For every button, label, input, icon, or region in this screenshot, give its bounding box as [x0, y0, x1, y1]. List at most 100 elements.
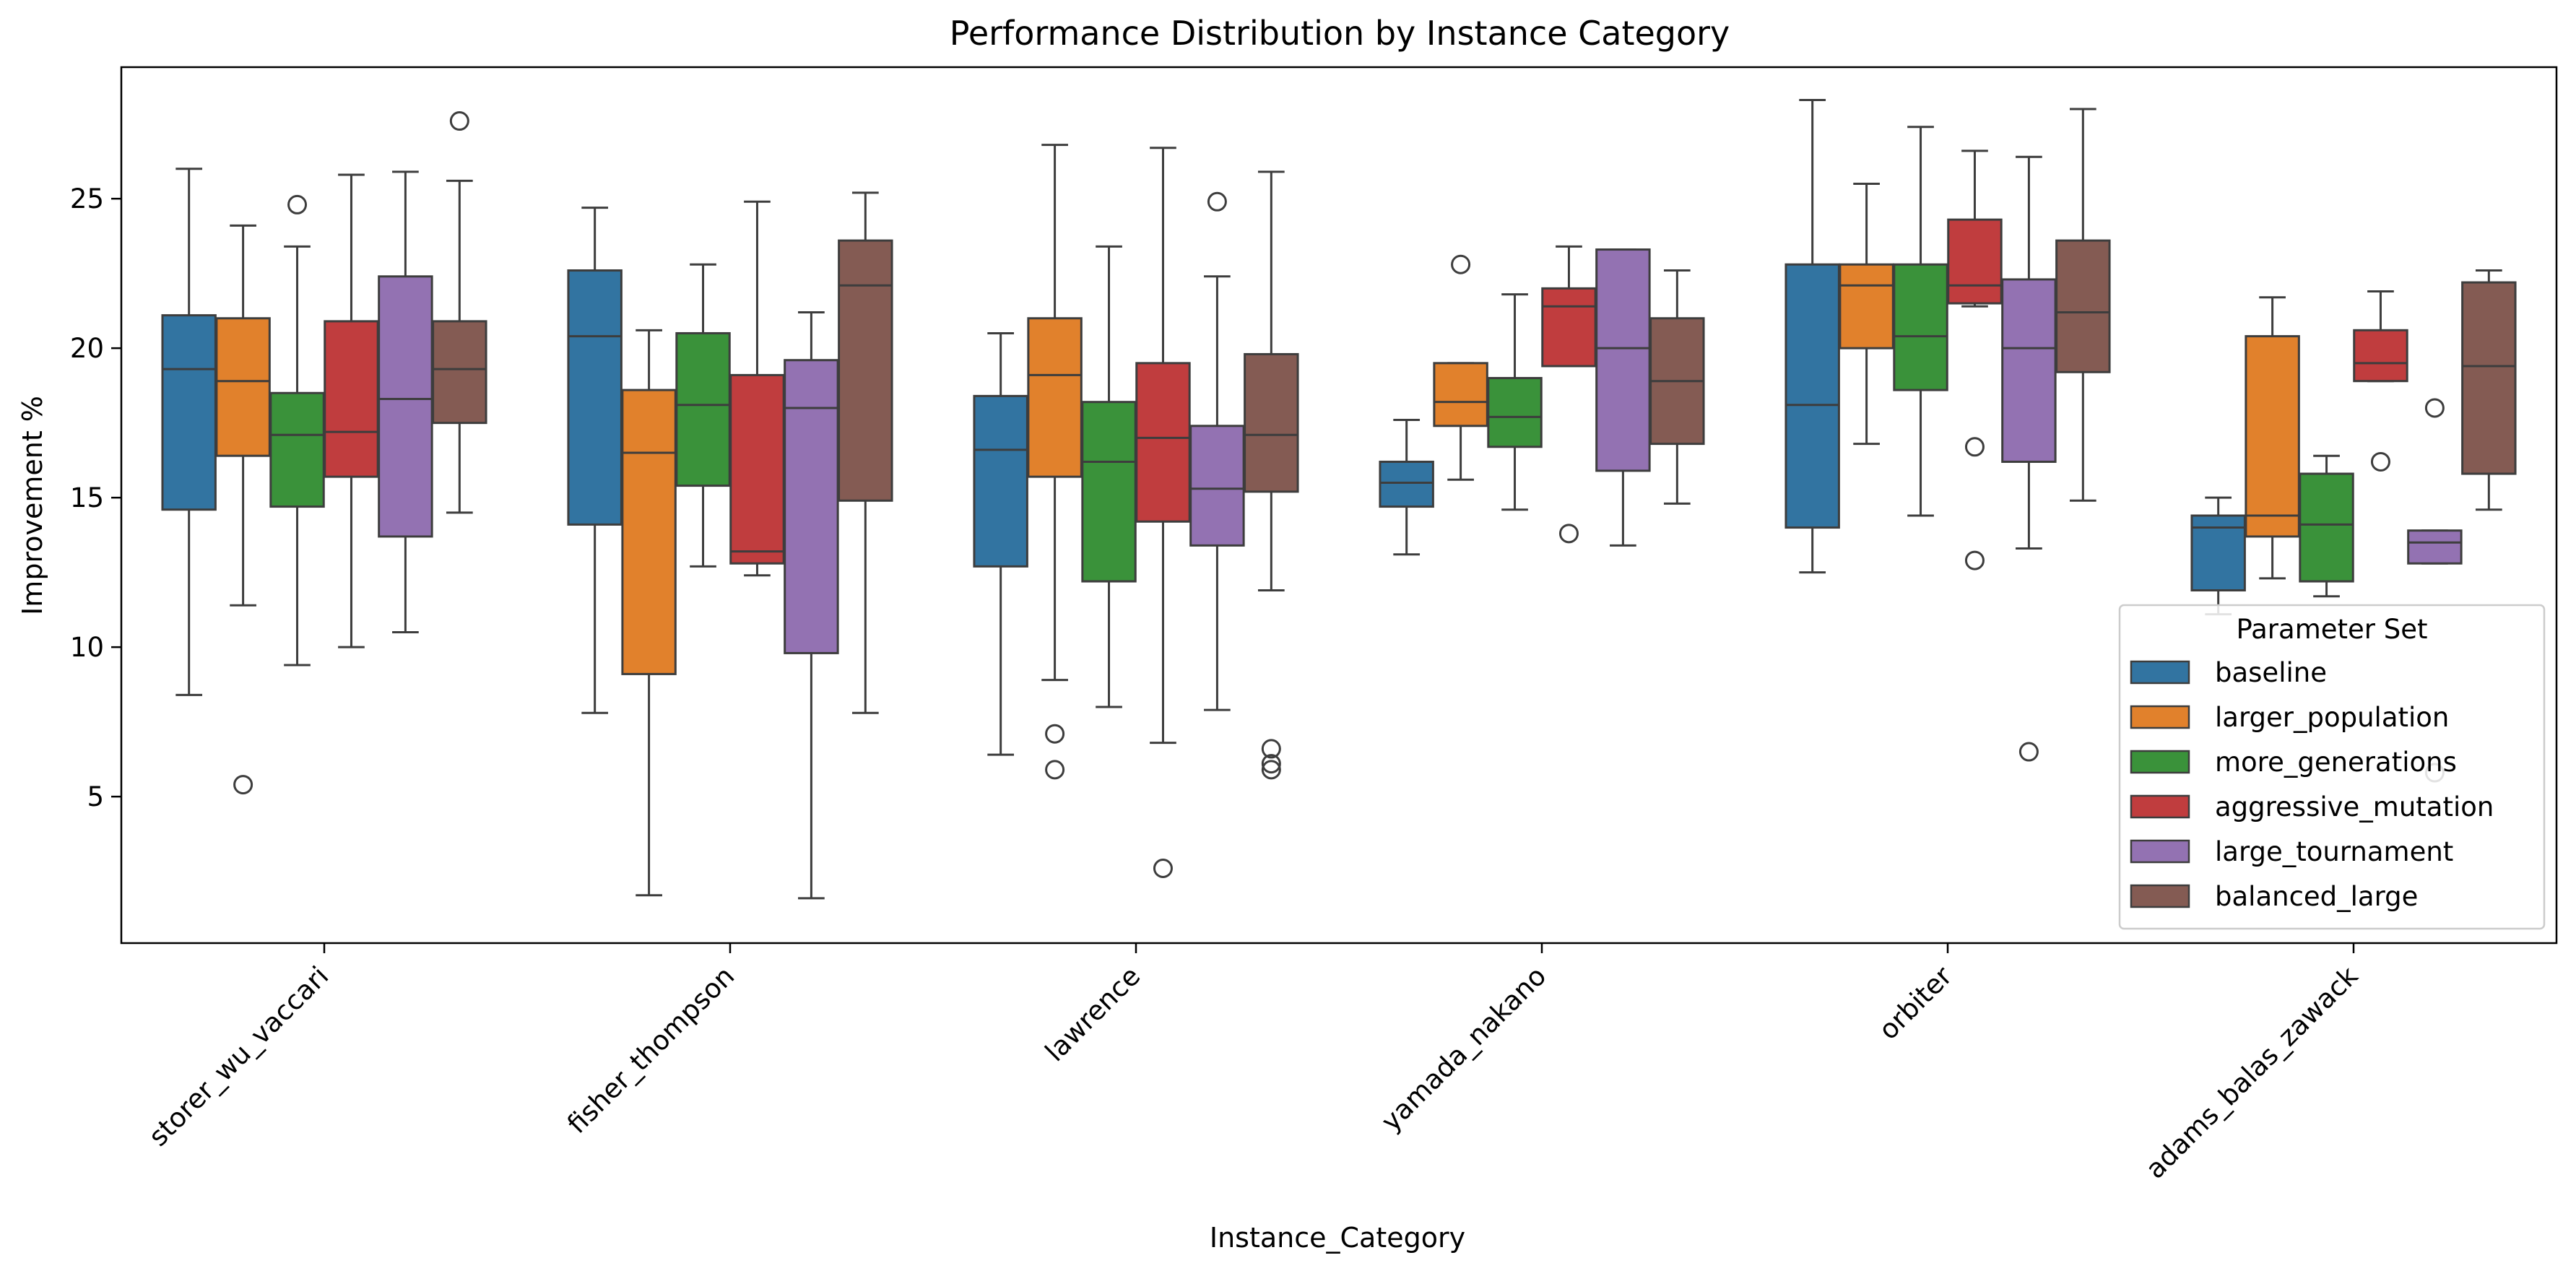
- legend-swatch: [2130, 750, 2190, 774]
- outlier-point: [287, 194, 308, 214]
- outlier-point: [1045, 724, 1065, 744]
- box-body: [1379, 460, 1434, 508]
- box-body: [1244, 352, 1299, 493]
- y-tick-label: 15: [70, 482, 104, 513]
- y-tick-label: 20: [70, 333, 104, 364]
- box-body: [215, 317, 271, 457]
- box-aggressive_mutation-fisher_thompson: [729, 200, 785, 577]
- box-body: [1081, 401, 1137, 583]
- box-aggressive_mutation-yamada_nakano: [1541, 245, 1597, 544]
- box-more_generations-adams_balas_zawack: [2299, 454, 2354, 598]
- outlier-point: [1207, 191, 1227, 212]
- y-axis-label: Improvement %: [17, 396, 48, 615]
- box-baseline-adams_balas_zawack: [2190, 496, 2246, 616]
- series-large_tournament: [378, 155, 2463, 900]
- legend-swatch: [2130, 884, 2190, 908]
- box-larger_population-storer_wu_vaccari: [215, 224, 271, 795]
- box-body: [1027, 317, 1083, 478]
- boxes-layer: [161, 99, 2517, 900]
- legend-title: Parameter Set: [2236, 614, 2427, 645]
- outlier-point: [1261, 754, 1281, 774]
- box-body: [1487, 377, 1543, 448]
- box-baseline-yamada_nakano: [1379, 419, 1434, 556]
- box-body: [2055, 239, 2111, 373]
- outlier-point: [1261, 760, 1281, 780]
- box-balanced_large-storer_wu_vaccari: [432, 111, 487, 514]
- box-body: [838, 239, 893, 502]
- box-large_tournament-storer_wu_vaccari: [378, 170, 433, 633]
- box-more_generations-storer_wu_vaccari: [269, 194, 325, 667]
- outlier-point: [1964, 550, 1985, 570]
- plot-frame: [120, 66, 2558, 945]
- outlier-point: [449, 111, 469, 131]
- series-aggressive_mutation: [324, 147, 2408, 879]
- box-body: [2245, 335, 2300, 538]
- box-body: [2407, 529, 2463, 565]
- outlier-point: [1558, 524, 1579, 544]
- box-large_tournament-adams_balas_zawack: [2407, 398, 2463, 783]
- y-tick-label: 5: [87, 781, 104, 812]
- box-balanced_large-adams_balas_zawack: [2461, 269, 2517, 511]
- box-body: [2353, 329, 2408, 383]
- box-balanced_large-lawrence: [1244, 170, 1299, 780]
- legend-frame: [2118, 604, 2546, 930]
- outlier-point: [1045, 760, 1065, 780]
- legend-swatch: [2130, 705, 2190, 729]
- y-tick-label: 10: [70, 632, 104, 663]
- legend-entry-label: more_generations: [2215, 747, 2457, 778]
- box-body: [729, 373, 785, 565]
- box-body: [621, 389, 677, 675]
- box-body: [1433, 362, 1488, 427]
- legend-entry-label: balanced_large: [2215, 881, 2418, 912]
- box-more_generations-yamada_nakano: [1487, 293, 1543, 511]
- box-baseline-fisher_thompson: [567, 207, 623, 714]
- x-axis-label: Instance_Category: [1210, 1222, 1465, 1254]
- box-more_generations-lawrence: [1081, 245, 1137, 708]
- legend-entry-label: large_tournament: [2215, 836, 2453, 867]
- box-body: [2461, 281, 2517, 475]
- legend: Parameter Set baseline larger_populationmo…: [2118, 604, 2546, 930]
- box-balanced_large-fisher_thompson: [838, 191, 893, 714]
- box-body: [784, 359, 839, 654]
- box-body: [1784, 263, 1840, 529]
- box-body: [1947, 218, 2003, 305]
- box-body: [1595, 248, 1651, 472]
- box-body: [1893, 263, 1948, 391]
- outlier-point: [2370, 451, 2390, 472]
- box-larger_population-yamada_nakano: [1433, 254, 1488, 481]
- box-large_tournament-lawrence: [1189, 191, 1245, 711]
- chart-title: Performance Distribution by Instance Cat…: [950, 14, 1730, 53]
- legend-swatch: [2130, 839, 2190, 864]
- box-body: [2299, 472, 2354, 583]
- box-larger_population-orbiter: [1839, 182, 1894, 446]
- series-more_generations: [269, 126, 2354, 708]
- outlier-point: [1261, 739, 1281, 759]
- outlier-point: [2424, 398, 2445, 418]
- box-body: [1541, 287, 1597, 368]
- series-baseline: [161, 99, 2246, 756]
- box-body: [161, 314, 217, 511]
- box-larger_population-lawrence: [1027, 144, 1083, 780]
- box-body: [324, 320, 379, 478]
- outlier-point: [1153, 859, 1173, 879]
- box-body: [378, 275, 433, 538]
- box-more_generations-fisher_thompson: [675, 263, 731, 568]
- outlier-point: [1964, 437, 1985, 457]
- box-large_tournament-fisher_thompson: [784, 311, 839, 900]
- box-body: [432, 320, 487, 425]
- outlier-point: [1451, 254, 1471, 274]
- box-aggressive_mutation-orbiter: [1947, 149, 2003, 570]
- box-baseline-orbiter: [1784, 99, 1840, 574]
- box-body: [1135, 362, 1191, 523]
- box-balanced_large-orbiter: [2055, 108, 2111, 502]
- box-larger_population-fisher_thompson: [621, 329, 677, 897]
- y-tick-label: 25: [70, 183, 104, 214]
- box-baseline-lawrence: [973, 331, 1028, 756]
- box-body: [1189, 425, 1245, 547]
- box-body: [567, 269, 623, 526]
- box-larger_population-adams_balas_zawack: [2245, 296, 2300, 580]
- legend-entry-label: aggressive_mutation: [2215, 791, 2494, 823]
- box-large_tournament-yamada_nakano: [1595, 248, 1651, 547]
- outlier-point: [233, 775, 253, 795]
